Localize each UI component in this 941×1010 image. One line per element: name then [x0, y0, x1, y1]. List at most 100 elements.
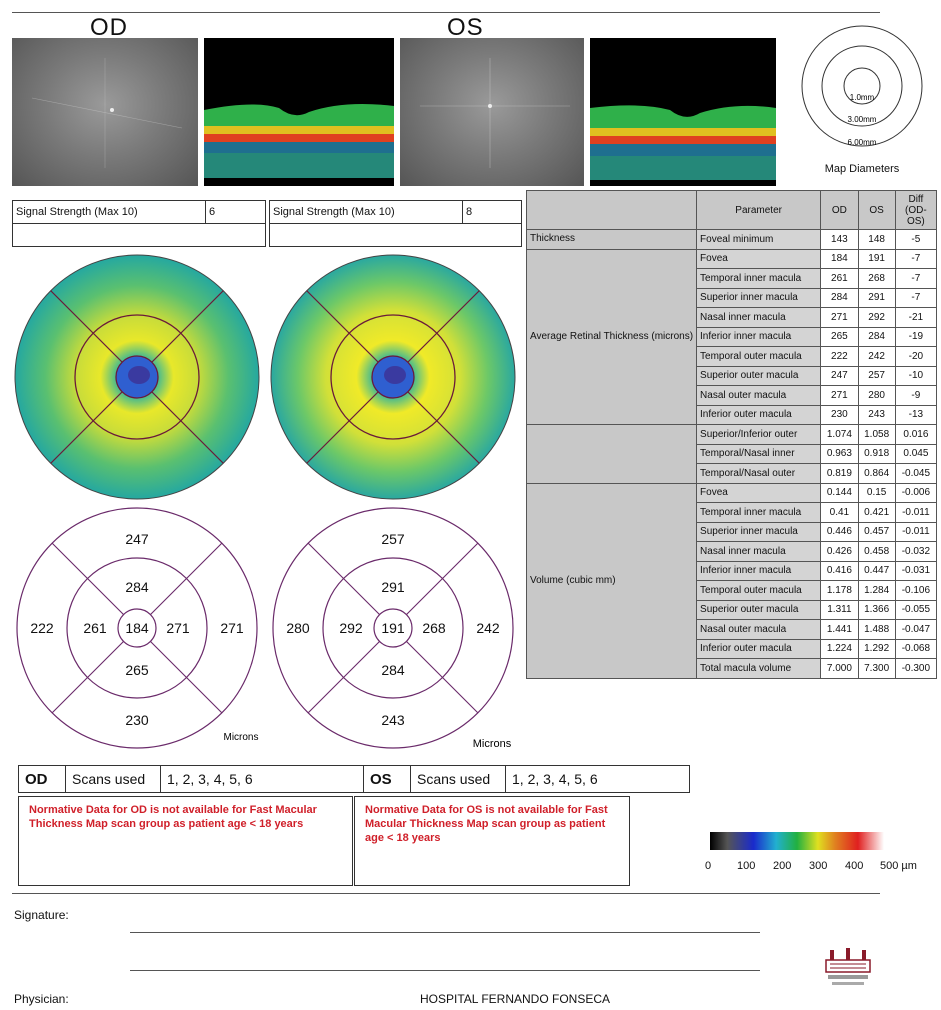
os-scans-value: 1, 2, 3, 4, 5, 6 [505, 765, 690, 793]
os-sector-diagram: 257 291 280 292 191 268 242 284 243 Micr… [272, 507, 514, 750]
od-thickness-map [14, 254, 260, 500]
table-header-group [525, 190, 698, 230]
os-oct-layers [590, 105, 776, 180]
od-scans-value: 1, 2, 3, 4, 5, 6 [160, 765, 364, 793]
table-row: Average Retinal Thickness (microns) Fovea… [525, 248, 938, 425]
os-fundus-scanlines [420, 58, 570, 168]
od-normative-note: Normative Data for OD is not available f… [18, 796, 353, 886]
table-header-od: OD [820, 190, 859, 230]
od-superior-inner: 284 [125, 579, 149, 595]
parameter-table: Parameter OD OS Diff (OD-OS) Thickness Fo… [525, 190, 938, 679]
od-center: 184 [125, 620, 149, 636]
od-fundus-image [12, 38, 198, 186]
signature-line [130, 932, 760, 933]
map-diameters-caption: Map Diameters [824, 163, 900, 175]
table-row: Superior outer macula 247 257 -10 [527, 365, 938, 386]
table-row: Volume (cubic mm) Fovea 0.144 0.15 -0.006 [525, 482, 938, 679]
map-1mm-label: 1.0mm [850, 93, 875, 102]
table-row: Inferior inner macula 0.416 0.447 -0.031 [527, 560, 938, 581]
od-oct-layers [204, 104, 394, 178]
color-scale-tick-0: 0 [705, 860, 712, 872]
od-nasal-inner: 271 [166, 620, 190, 636]
top-rule [12, 12, 880, 13]
map-3mm-label: 3.00mm [848, 115, 877, 124]
os-microns-label: Microns [473, 738, 512, 750]
od-signal-blank [12, 223, 266, 247]
table-row: Temporal inner macula 261 268 -7 [527, 268, 938, 289]
os-signal-value: 8 [462, 200, 522, 224]
color-scale-tick-500: 500 µm [880, 860, 917, 872]
table-row: Temporal inner macula 0.41 0.421 -0.011 [527, 502, 938, 523]
table-header-diff: Diff (OD-OS) [894, 190, 938, 230]
os-inferior-outer: 243 [381, 712, 405, 728]
hospital-name: HOSPITAL FERNANDO FONSECA [420, 992, 611, 1006]
od-inferior-inner: 265 [125, 662, 149, 678]
map-6mm-circle [801, 25, 923, 147]
os-temporal-inner: 292 [339, 620, 363, 636]
table-row: Temporal outer macula 222 242 -20 [527, 346, 938, 367]
thickness-color-scale [710, 832, 884, 850]
od-temporal-inner: 261 [83, 620, 107, 636]
os-normative-note: Normative Data for OS is not available f… [354, 796, 630, 886]
footer-rule [12, 893, 880, 894]
os-signal-box: Signal Strength (Max 10) 8 [269, 200, 522, 247]
os-scans-eye: OS [363, 765, 411, 793]
table-header-parameter: Parameter [696, 190, 822, 230]
group-volume: Volume (cubic mm) [525, 482, 698, 679]
os-header: OS [447, 14, 484, 41]
color-scale-tick-200: 200 [773, 860, 792, 872]
od-scans-eye: OD [18, 765, 66, 793]
physician-line [130, 970, 760, 971]
od-signal-box: Signal Strength (Max 10) 6 [12, 200, 266, 247]
od-scans-label: Scans used [65, 765, 161, 793]
od-signal-label: Signal Strength (Max 10) [12, 200, 206, 224]
od-inferior-outer: 230 [125, 712, 149, 728]
os-oct-bscan [590, 38, 776, 186]
table-row: Thickness Foveal minimum 143 148 -5 [525, 229, 938, 250]
od-microns-label: Microns [223, 732, 258, 743]
map-3mm-circle [821, 45, 903, 127]
group-thickness: Thickness [525, 229, 698, 250]
table-header-os: OS [857, 190, 896, 230]
table-row: Superior inner macula 284 291 -7 [527, 287, 938, 308]
os-fundus-image [400, 38, 584, 186]
map-6mm-label: 6.00mm [848, 138, 877, 147]
od-fundus-scanlines [31, 58, 183, 168]
od-header: OD [90, 14, 128, 41]
od-sector-diagram: 247 284 222 261 184 271 271 265 230 Micr… [16, 507, 259, 749]
table-row: Nasal outer macula 271 280 -9 [527, 385, 938, 406]
os-signal-blank [269, 223, 522, 247]
os-nasal-outer: 242 [476, 620, 500, 636]
table-row: Inferior inner macula 265 284 -19 [527, 326, 938, 347]
table-row: Total macula volume 7.000 7.300 -0.300 [527, 658, 938, 679]
od-temporal-outer: 222 [30, 620, 54, 636]
table-header-row: Parameter OD OS Diff (OD-OS) [525, 190, 938, 230]
os-center: 191 [381, 620, 405, 636]
table-row: Nasal outer macula 1.441 1.488 -0.047 [527, 619, 938, 640]
os-thickness-map [270, 254, 516, 500]
od-superior-outer: 247 [125, 531, 149, 547]
map-1mm-circle [843, 67, 881, 105]
scans-used-bar: OD Scans used 1, 2, 3, 4, 5, 6 OS Scans … [18, 765, 690, 793]
signature-label: Signature: [14, 908, 69, 922]
group-average-thickness: Average Retinal Thickness (microns) [525, 248, 698, 425]
od-nasal-outer: 271 [220, 620, 244, 636]
od-signal-value: 6 [205, 200, 266, 224]
color-scale-tick-400: 400 [845, 860, 864, 872]
os-signal-label: Signal Strength (Max 10) [269, 200, 463, 224]
color-scale-tick-300: 300 [809, 860, 828, 872]
os-inferior-inner: 284 [381, 662, 405, 678]
os-superior-outer: 257 [381, 531, 405, 547]
table-row: Temporal/Nasal outer 0.819 0.864 -0.045 [527, 463, 938, 484]
os-temporal-outer: 280 [286, 620, 310, 636]
table-row: Superior/Inferior outer 1.074 1.058 0.016 [525, 424, 938, 484]
hospital-logo [825, 948, 871, 985]
os-scans-label: Scans used [410, 765, 506, 793]
od-oct-bscan [204, 38, 394, 186]
os-nasal-inner: 268 [422, 620, 446, 636]
physician-label: Physician: [14, 992, 69, 1006]
table-row: Temporal outer macula 1.178 1.284 -0.106 [527, 580, 938, 601]
os-superior-inner: 291 [381, 579, 405, 595]
map-diameters-diagram: 1.0mm 3.00mm 6.00mm [801, 25, 923, 147]
group-ratios [525, 424, 698, 484]
